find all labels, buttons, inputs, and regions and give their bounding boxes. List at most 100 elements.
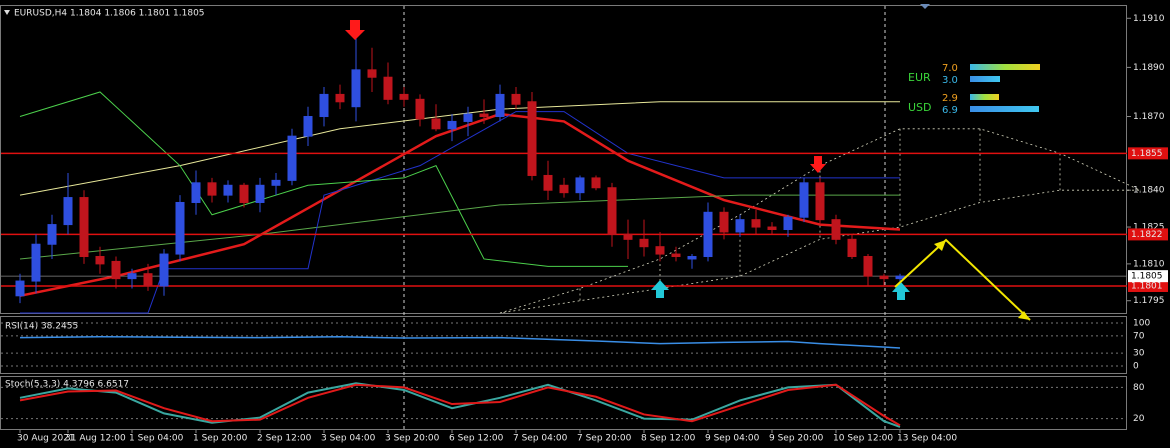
menu-triangle[interactable] xyxy=(4,10,10,15)
candle-body xyxy=(559,184,569,194)
candle-body xyxy=(287,135,297,181)
sell-arrow xyxy=(345,20,365,40)
indicator-line xyxy=(19,91,628,267)
strength-bar xyxy=(970,106,1039,112)
oscillator-line xyxy=(19,383,901,427)
x-tick-label: 3 Sep 04:00 xyxy=(321,434,376,444)
level-label-box xyxy=(1128,228,1168,241)
candle-body xyxy=(47,224,57,245)
x-tick-label: 7 Sep 20:00 xyxy=(577,434,632,444)
candle-body xyxy=(543,174,553,191)
x-tick-label: 10 Sep 12:00 xyxy=(833,434,893,444)
candle-body xyxy=(191,182,201,203)
sell-arrow xyxy=(810,156,826,173)
currency-name: EUR xyxy=(908,71,931,84)
x-tick-label: 2 Sep 12:00 xyxy=(257,434,312,444)
candle-body xyxy=(751,219,761,228)
level-label-box xyxy=(1128,279,1168,292)
candle-body xyxy=(95,256,105,265)
candle-body xyxy=(623,233,633,240)
candle-body xyxy=(847,238,857,258)
y-tick-label: 1.1840 xyxy=(1133,186,1165,196)
candle-body xyxy=(671,253,681,258)
candle-body xyxy=(591,177,601,189)
last-price-label: 1.1805 xyxy=(1131,272,1163,282)
candle-body xyxy=(527,101,537,176)
y-tick-label: 100 xyxy=(1133,319,1150,329)
y-tick-label: 70 xyxy=(1133,331,1145,341)
candle-body xyxy=(831,219,841,240)
candle-body xyxy=(143,273,153,287)
strength-value: 2.9 xyxy=(942,93,958,104)
y-tick-label: 1.1810 xyxy=(1133,259,1165,269)
y-tick-label: 1.1795 xyxy=(1133,296,1165,306)
candle-body xyxy=(463,113,473,122)
x-tick-label: 6 Sep 12:00 xyxy=(449,434,504,444)
x-tick-label: 13 Sep 04:00 xyxy=(897,434,957,444)
candle-body xyxy=(639,238,649,248)
x-tick-label: 1 Sep 20:00 xyxy=(193,434,248,444)
candle-body xyxy=(895,275,905,280)
y-tick-label: 1.1870 xyxy=(1133,112,1165,122)
arrow-head xyxy=(1018,311,1030,320)
candle-body xyxy=(703,211,713,258)
x-tick-label: 9 Sep 20:00 xyxy=(769,434,824,444)
y-tick-label: 0 xyxy=(1133,362,1139,372)
buy-arrow xyxy=(651,280,669,298)
x-tick-label: 3 Sep 20:00 xyxy=(385,434,440,444)
strength-bar xyxy=(970,76,1000,82)
strength-bar xyxy=(970,94,999,100)
indicator-line xyxy=(20,111,900,314)
candle-body xyxy=(31,243,41,282)
x-tick-label: 9 Sep 04:00 xyxy=(705,434,760,444)
oscillator-line xyxy=(19,336,901,349)
y-tick-label: 1.1910 xyxy=(1133,14,1165,24)
candle-body xyxy=(607,187,617,235)
strength-value: 3.0 xyxy=(942,75,958,86)
x-tick-label: 8 Sep 12:00 xyxy=(641,434,696,444)
x-tick-label: 1 Sep 04:00 xyxy=(129,434,184,444)
candle-body xyxy=(63,197,73,226)
shift-marker xyxy=(920,4,930,9)
candle-body xyxy=(207,182,217,196)
y-tick-label: 1.1890 xyxy=(1133,63,1165,73)
candle-body xyxy=(335,93,345,103)
candle-body xyxy=(15,280,25,297)
stoch-header: Stoch(5,3,3) 4.3796 6.6517 xyxy=(5,380,129,390)
level-label: 1.1801 xyxy=(1131,281,1163,291)
buy-arrow xyxy=(892,282,910,300)
candle-body xyxy=(79,197,89,258)
candle-body xyxy=(223,184,233,196)
y-tick-label: 20 xyxy=(1133,414,1145,424)
rsi-header: RSI(14) 38.2455 xyxy=(5,322,78,332)
candle-body xyxy=(239,184,249,203)
chart-header: EURUSD,H4 1.1804 1.1806 1.1801 1.1805 xyxy=(14,9,205,19)
currency-name: USD xyxy=(908,101,932,114)
price-pane xyxy=(0,5,1127,314)
marks: 1.1910 1.1890 1.1870 1.1840 1.1825 1.1810 1.17… xyxy=(1,14,1168,444)
level-label: 1.1855 xyxy=(1131,149,1163,159)
rsi-pane xyxy=(0,316,1127,374)
candle-body xyxy=(415,98,425,120)
candle-body xyxy=(767,226,777,230)
candle-body xyxy=(783,216,793,230)
candle-body xyxy=(575,177,585,194)
candle-body xyxy=(735,219,745,233)
candle-body xyxy=(127,273,137,280)
candle-body xyxy=(879,275,889,280)
candle-body xyxy=(655,246,665,255)
candle-body xyxy=(351,69,361,108)
candle-body xyxy=(383,76,393,100)
candle-body xyxy=(319,93,329,118)
candle-body xyxy=(255,184,265,203)
candle-body xyxy=(271,179,281,186)
last-price-box xyxy=(1128,270,1168,283)
candle-body xyxy=(799,182,809,218)
candle-body xyxy=(111,260,121,280)
stoch-pane xyxy=(0,376,1127,430)
candle-body xyxy=(719,211,729,233)
arrow-head xyxy=(934,240,946,251)
level-label: 1.1822 xyxy=(1131,230,1163,240)
level-label-box xyxy=(1128,147,1168,160)
